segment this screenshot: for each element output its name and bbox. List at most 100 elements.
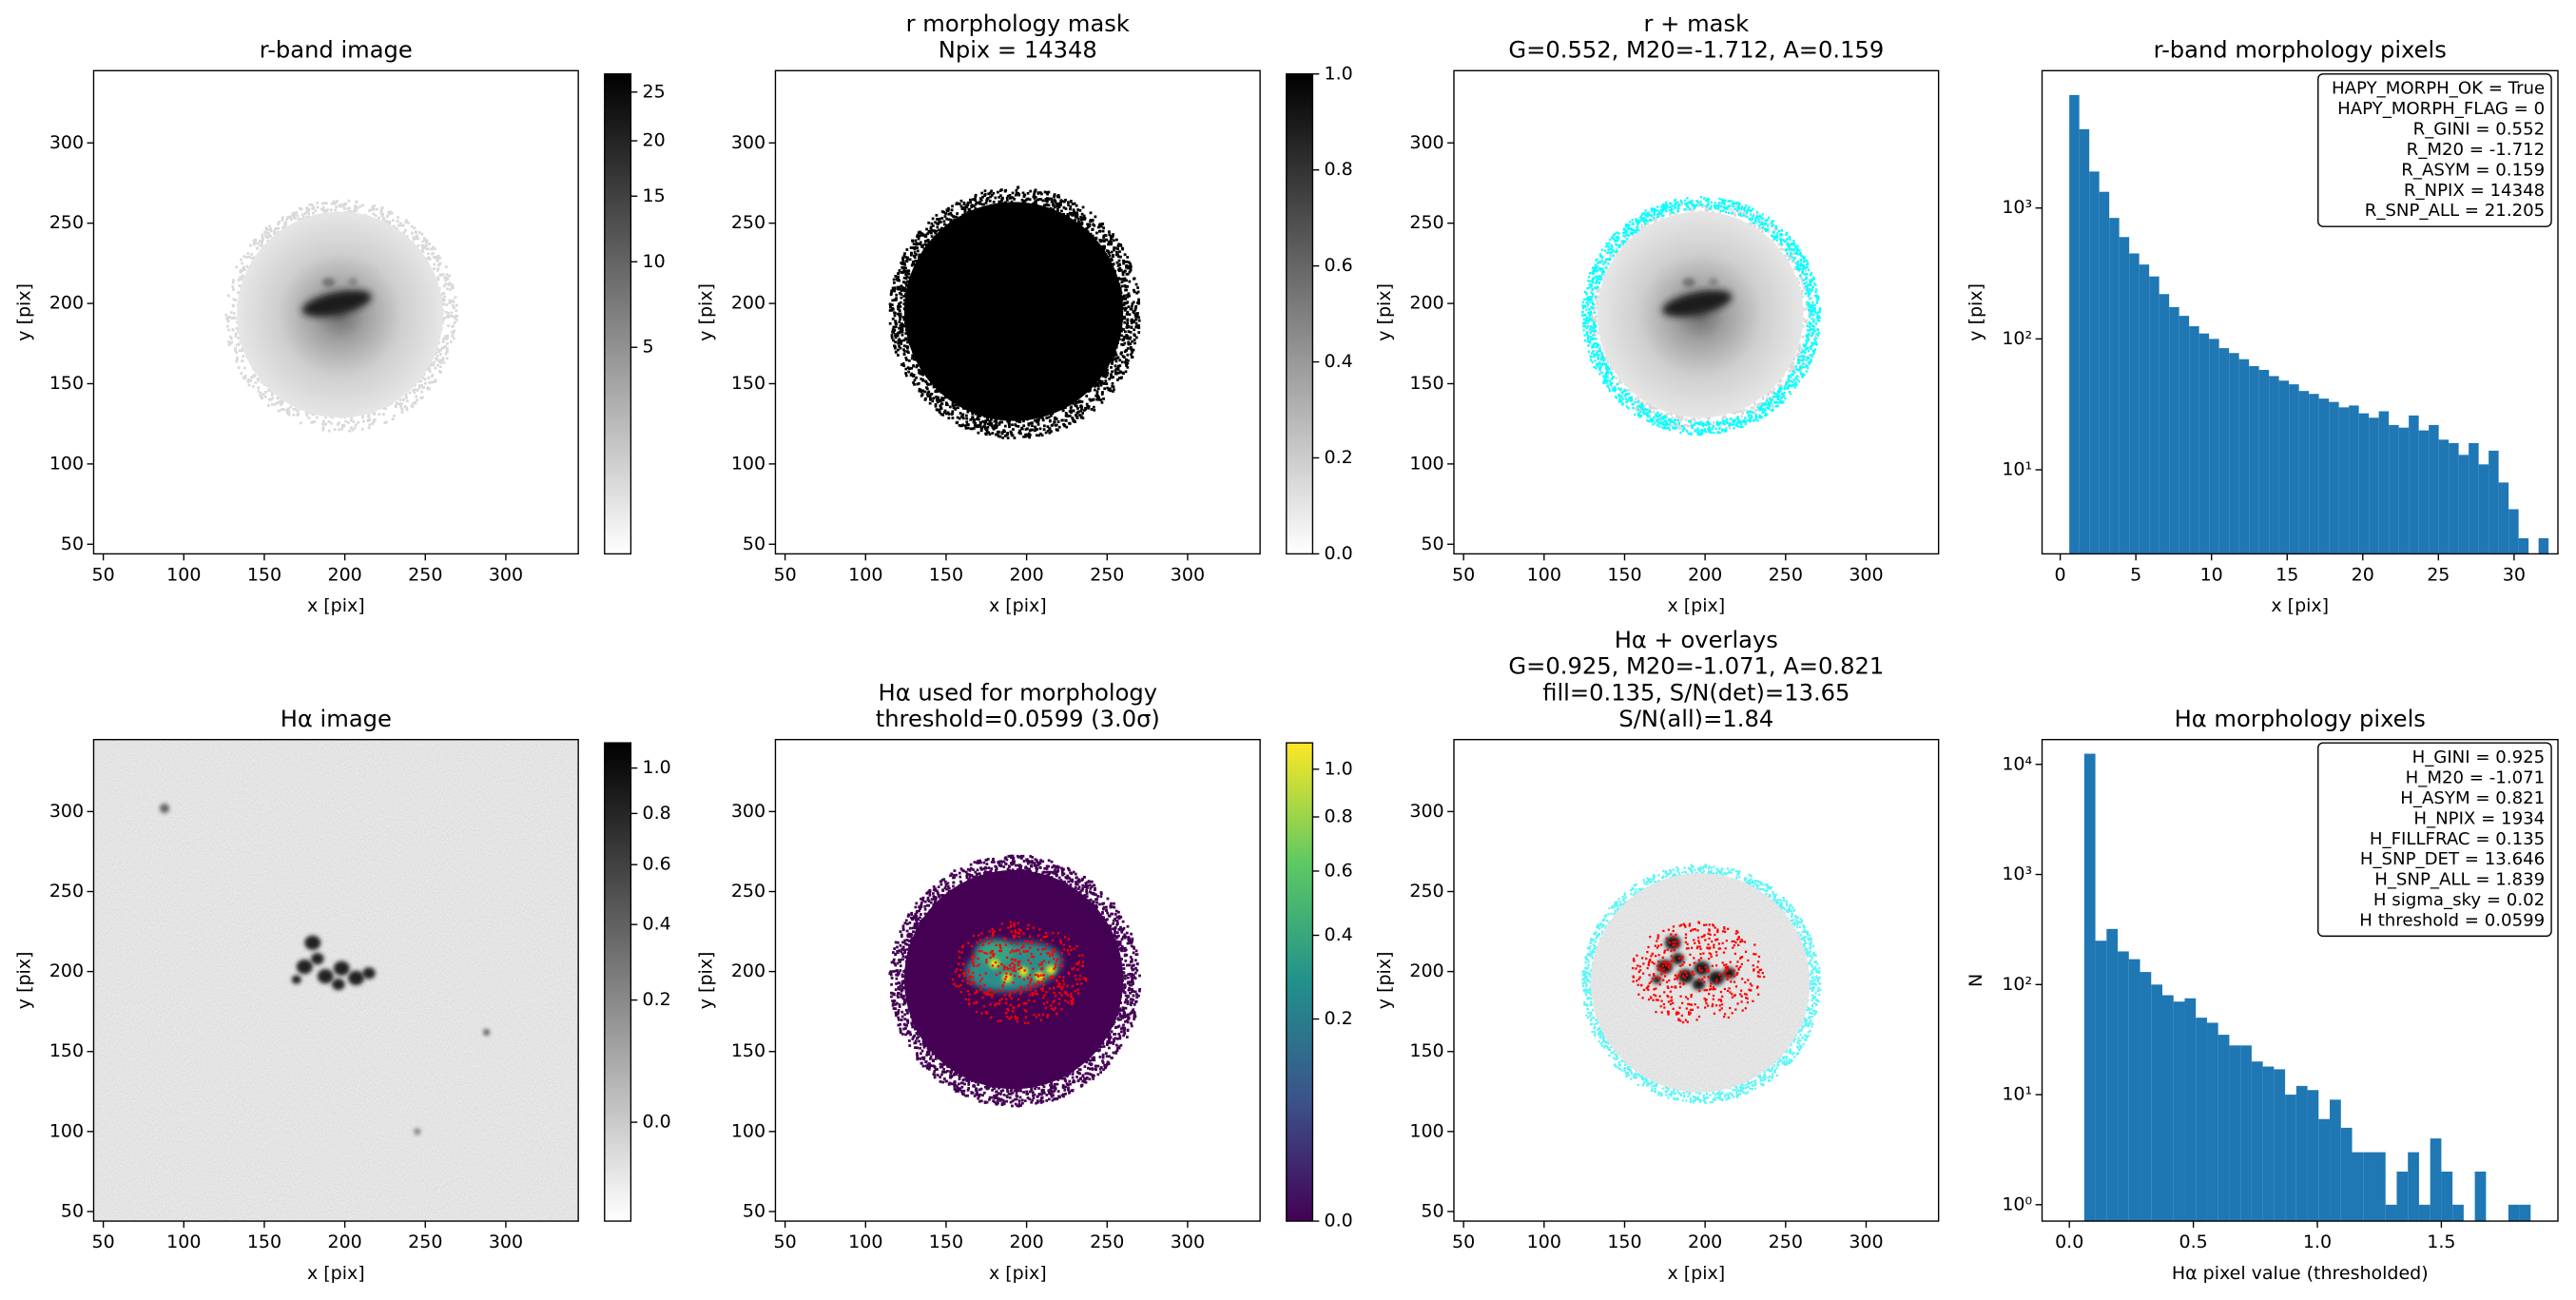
image-blob: [296, 959, 313, 975]
y-tick-label: 200: [1409, 960, 1443, 981]
y-tick-label: 200: [49, 960, 84, 981]
colorbar-tick-label: 0.4: [643, 914, 671, 935]
histogram-bar: [2258, 369, 2270, 554]
colorbar-tick-label: 1.0: [1325, 63, 1353, 84]
histogram-bar: [2206, 1022, 2218, 1222]
histogram-bar: [2159, 294, 2170, 554]
annotation-line: R_SNP_ALL = 21.205: [2365, 201, 2545, 221]
image-blob: [1692, 978, 1706, 991]
image-blob: [1045, 964, 1056, 976]
histogram-bar: [2295, 1085, 2308, 1222]
histogram-bar: [2409, 415, 2419, 554]
histogram-bar: [2298, 391, 2310, 554]
histogram-bar: [2318, 398, 2330, 554]
x-tick-label: 250: [408, 1232, 442, 1252]
x-tick-label: 50: [1452, 1232, 1475, 1252]
histogram-bar: [2418, 1204, 2431, 1222]
x-axis-label: x [pix]: [2271, 595, 2329, 616]
image-blob: [321, 278, 336, 288]
colorbar-tick-label: 0.0: [1325, 543, 1353, 564]
y-tick-label: 10²: [2002, 974, 2032, 995]
x-tick-label: 100: [1527, 564, 1561, 585]
x-tick-label: 150: [247, 1232, 281, 1252]
histogram-bar: [2498, 482, 2509, 554]
histogram-bar: [2274, 1069, 2286, 1222]
histogram-bar: [2129, 253, 2140, 554]
y-tick-label: 100: [731, 453, 765, 474]
image-blob: [304, 935, 321, 950]
image-blob: [348, 970, 364, 985]
y-axis-label: y [pix]: [1374, 952, 1395, 1010]
histogram-bar: [2289, 384, 2299, 554]
histogram-bar: [2389, 424, 2399, 554]
histogram-bar: [2196, 1018, 2207, 1222]
histogram-bar: [2184, 998, 2197, 1222]
panel-title: G=0.552, M20=-1.712, A=0.159: [1508, 37, 1884, 64]
histogram-bar: [2508, 509, 2519, 554]
y-tick-label: 10⁰: [2002, 1193, 2032, 1214]
axes-frame: [1453, 738, 1940, 1222]
colorbar: [1286, 742, 1314, 1222]
y-tick-label: 100: [1409, 453, 1443, 474]
histogram-bar: [2369, 417, 2379, 554]
histogram-bar: [2069, 94, 2080, 554]
y-tick-label: 250: [1409, 212, 1443, 233]
panel: r-band image x [pix] y [pix] 5 10 15 20 25 50 100…: [13, 37, 665, 617]
histogram-bar: [2218, 1035, 2230, 1222]
annotation-line: H sigma_sky = 0.02: [2373, 890, 2545, 910]
x-tick-label: 50: [774, 1232, 797, 1252]
y-tick-label: 50: [1421, 1200, 1443, 1221]
y-tick-label: 50: [1421, 534, 1443, 554]
x-tick-label: 300: [1849, 564, 1883, 585]
y-tick-label: 50: [743, 534, 765, 554]
x-tick-label: 300: [1849, 1232, 1883, 1252]
x-tick-label: 100: [848, 1232, 882, 1252]
colorbar-tick-label: 1.0: [643, 757, 671, 778]
x-tick-label: 20: [2352, 564, 2374, 585]
annotation-line: R_ASYM = 0.159: [2401, 160, 2545, 180]
colorbar-tick-label: 5: [643, 337, 654, 358]
colorbar-tick-label: 0.2: [1325, 447, 1353, 468]
histogram-bar: [2469, 442, 2479, 554]
x-tick-label: 10: [2200, 564, 2223, 585]
histogram-bar: [2140, 972, 2152, 1222]
x-axis-label: x [pix]: [307, 595, 365, 616]
y-axis-label: y [pix]: [695, 283, 716, 341]
y-axis-label: y [pix]: [13, 952, 34, 1010]
plot-area: [224, 199, 459, 433]
y-tick-label: 200: [731, 960, 765, 981]
colorbar-tick-label: 0.4: [1325, 351, 1353, 372]
x-tick-label: 200: [327, 1232, 361, 1252]
histogram-bar: [2128, 959, 2140, 1222]
y-tick-label: 10³: [2002, 197, 2032, 218]
y-tick-label: 300: [1409, 801, 1443, 822]
image-blob: [291, 975, 301, 984]
plot-area: [93, 739, 579, 1222]
histogram-bar: [2161, 995, 2174, 1222]
histogram-bar: [2249, 365, 2259, 554]
histogram-bar: [2173, 1001, 2185, 1222]
histogram-bar: [2240, 1045, 2252, 1222]
image-blob: [414, 1128, 421, 1135]
annotation-line: H threshold = 0.0599: [2359, 910, 2545, 930]
colorbar-tick-label: 0.0: [643, 1112, 671, 1133]
image-blob: [362, 967, 376, 980]
colorbar-tick-label: 0.6: [643, 854, 671, 875]
panel-title: r + mask: [1644, 10, 1750, 37]
histogram-bar: [2508, 1204, 2520, 1222]
histogram-bar: [2083, 753, 2096, 1222]
histogram-bar: [2262, 1066, 2275, 1222]
x-axis-label: Hα pixel value (thresholded): [2172, 1263, 2429, 1284]
x-axis-label: x [pix]: [989, 595, 1047, 616]
y-axis-label: N: [1966, 974, 1986, 987]
panel-title: Hα image: [281, 706, 392, 732]
plot-area: [1581, 863, 1822, 1104]
image-disc: [1597, 211, 1804, 418]
annotation-line: R_M20 = -1.712: [2407, 140, 2545, 160]
y-tick-label: 150: [49, 1040, 84, 1061]
y-tick-label: 150: [731, 1040, 765, 1061]
y-tick-label: 50: [61, 534, 84, 554]
x-tick-label: 300: [1171, 1232, 1205, 1252]
x-tick-label: 50: [92, 564, 115, 585]
histogram-bar: [2438, 439, 2450, 554]
